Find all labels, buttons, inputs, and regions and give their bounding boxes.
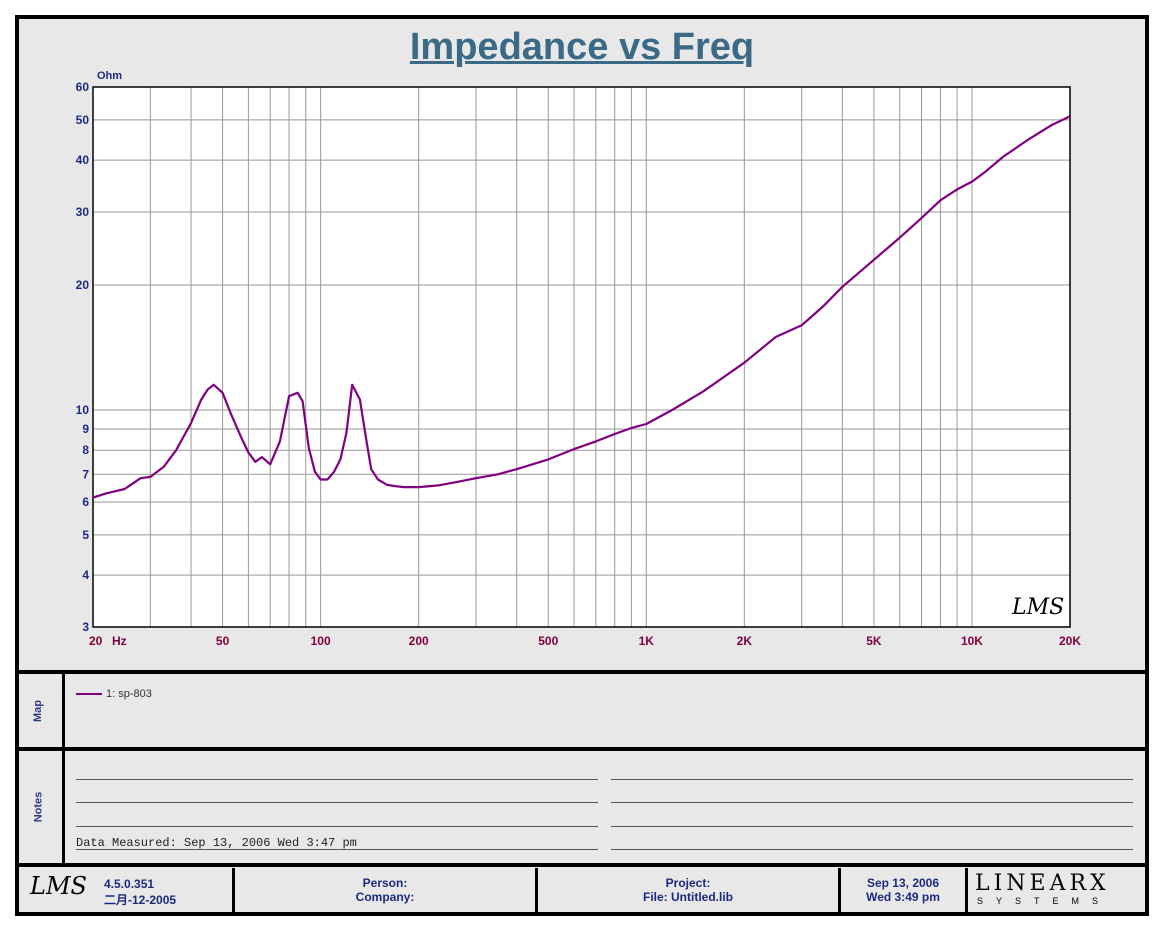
note-line	[76, 802, 598, 803]
data-measured-text: Data Measured: Sep 13, 2006 Wed 3:47 pm	[76, 836, 357, 850]
divider-map-notes	[15, 747, 1149, 751]
version-number: 4.5.0.351	[104, 877, 155, 891]
x-tick-label: 20	[89, 634, 103, 648]
person-label: Person:	[362, 876, 408, 890]
legend-item: 1: sp-803	[76, 688, 152, 700]
note-line	[76, 779, 598, 780]
divider-notes-footer	[15, 863, 1149, 867]
x-axis-unit-label: Hz	[112, 634, 127, 648]
y-tick-label: 5	[82, 528, 89, 542]
y-tick-label: 50	[76, 113, 90, 127]
y-tick-label: 60	[76, 80, 90, 94]
note-line	[76, 826, 598, 827]
footer-separator	[535, 868, 538, 912]
timestamp-cell: Sep 13, 2006 Wed 3:49 pm	[841, 868, 965, 912]
lms-watermark: LMS	[1011, 595, 1064, 620]
linearx-brand: LINEARX	[975, 871, 1110, 896]
footer-separator	[838, 868, 841, 912]
label-column-line	[62, 674, 65, 863]
series-line	[92, 115, 1071, 499]
footer-date: Sep 13, 2006	[866, 876, 940, 890]
y-tick-label: 20	[76, 278, 90, 292]
x-tick-label: 2K	[737, 634, 753, 648]
x-tick-label: 50	[216, 634, 230, 648]
x-tick-label: 20K	[1059, 634, 1081, 648]
map-panel-label: Map	[32, 699, 44, 722]
chart-title: Impedance vs Freq	[409, 26, 755, 68]
linearx-sub: SYSTEMS	[977, 896, 1112, 906]
note-line	[611, 802, 1133, 803]
file-label: File: Untitled.lib	[643, 890, 733, 904]
y-tick-label: 8	[82, 443, 89, 457]
notes-panel-label: Notes	[32, 791, 44, 823]
plot-area	[93, 87, 1070, 627]
lms-logo: LMS	[30, 872, 87, 900]
legend-label: 1: sp-803	[106, 688, 152, 700]
y-tick-label: 30	[76, 205, 90, 219]
note-line	[611, 779, 1133, 780]
x-tick-label: 10K	[961, 634, 983, 648]
y-tick-label: 40	[76, 153, 90, 167]
x-tick-label: 200	[409, 634, 429, 648]
footer-separator	[232, 868, 235, 912]
project-label: Project:	[665, 876, 711, 890]
note-line	[76, 849, 598, 850]
linearx-logo: LINEARX SYSTEMS	[973, 869, 1143, 913]
x-tick-label: 500	[538, 634, 558, 648]
y-tick-label: 4	[82, 568, 89, 582]
x-tick-label: 5K	[866, 634, 882, 648]
company-label: Company:	[355, 890, 415, 904]
y-tick-label: 3	[82, 620, 89, 634]
y-tick-label: 10	[76, 403, 90, 417]
y-tick-label: 6	[82, 495, 89, 509]
y-tick-label: 9	[82, 422, 89, 436]
project-cell: Project: File: Untitled.lib	[538, 868, 838, 912]
x-tick-label: 1K	[639, 634, 655, 648]
version-info: 4.5.0.351 二月-12-2005	[104, 876, 176, 908]
y-axis-unit-label: Ohm	[97, 70, 122, 82]
version-date: 二月-12-2005	[104, 893, 177, 907]
plot-border	[92, 86, 1071, 628]
person-company-cell: Person: Company:	[235, 868, 535, 912]
note-line	[611, 849, 1133, 850]
footer-separator	[965, 868, 968, 912]
divider-chart-map	[15, 670, 1149, 674]
legend-swatch	[76, 693, 102, 695]
note-line	[611, 826, 1133, 827]
footer-time: Wed 3:49 pm	[866, 890, 940, 904]
y-tick-label: 7	[82, 467, 89, 481]
x-tick-label: 100	[311, 634, 331, 648]
